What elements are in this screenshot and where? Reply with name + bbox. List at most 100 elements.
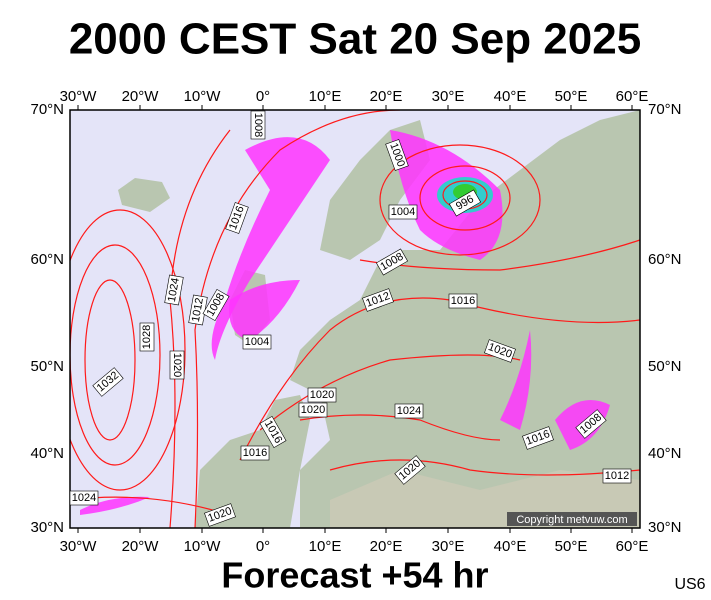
isobar-label: 1016 bbox=[522, 426, 554, 450]
isobar-label: 1020 bbox=[204, 503, 236, 527]
isobar-label: 1024 bbox=[394, 403, 424, 419]
latitude-label: 40°N bbox=[30, 445, 64, 462]
isobar-label-box bbox=[575, 409, 607, 439]
isobar-label: 1024 bbox=[164, 274, 184, 306]
precipitation bbox=[80, 496, 150, 515]
longitude-label: 60°E bbox=[616, 538, 649, 555]
isobar-label-box bbox=[385, 139, 409, 171]
isobar-label: 1020 bbox=[394, 455, 426, 485]
isobar-label-box bbox=[169, 350, 185, 380]
longitude-label: 40°E bbox=[494, 88, 527, 105]
longitude-label: 0° bbox=[256, 88, 270, 105]
isobar-label-box bbox=[602, 468, 632, 484]
isobar-label-text: 1016 bbox=[451, 295, 475, 307]
longitude-label: 10°E bbox=[309, 88, 342, 105]
isobar-label-box bbox=[250, 110, 266, 140]
isobar-label-box bbox=[69, 490, 99, 506]
isobar-label: 1012 bbox=[188, 294, 208, 326]
longitude-label: 30°E bbox=[432, 88, 465, 105]
isobar-label: 1004 bbox=[242, 334, 272, 350]
isobar-label-text: 1012 bbox=[605, 470, 629, 482]
isobar-label-text: 1024 bbox=[166, 277, 182, 303]
copyright: Copyright metvuw.com bbox=[516, 514, 627, 526]
isobar-label-text: 1004 bbox=[245, 336, 269, 348]
isobar-label: 996 bbox=[448, 189, 482, 217]
isobar-label-text: 1008 bbox=[252, 113, 264, 137]
precipitation bbox=[229, 280, 300, 340]
isobar-label: 1016 bbox=[240, 445, 270, 461]
isobar-label-text: 1016 bbox=[243, 447, 267, 459]
isobar-label: 1008 bbox=[250, 110, 266, 140]
isobar-label-text: 1004 bbox=[391, 206, 415, 218]
isobar-label: 1020 bbox=[307, 387, 337, 403]
isobar-label: 1020 bbox=[484, 339, 516, 363]
latitude-label: 50°N bbox=[30, 358, 64, 375]
map-frame bbox=[69, 109, 641, 529]
isobar-label-box bbox=[388, 204, 418, 220]
isobar-label: 1016 bbox=[225, 202, 249, 234]
isobar-label-box bbox=[242, 334, 272, 350]
isobar-label: 1000 bbox=[385, 139, 409, 171]
latitude-label: 50°N bbox=[648, 358, 682, 375]
latitude-label: 60°N bbox=[648, 251, 682, 268]
longitude-label: 20°W bbox=[122, 538, 160, 555]
isobar-label-text: 1028 bbox=[141, 325, 153, 349]
latitude-label: 30°N bbox=[30, 519, 64, 536]
latitude-label: 70°N bbox=[30, 101, 64, 118]
isobar-label-box bbox=[394, 403, 424, 419]
copyright-box bbox=[507, 512, 637, 526]
isobar-label: 1012 bbox=[602, 468, 632, 484]
longitude-label: 30°E bbox=[432, 538, 465, 555]
isobar-label: 1012 bbox=[362, 288, 394, 312]
land-iberia bbox=[195, 395, 310, 528]
land-iceland bbox=[118, 178, 170, 212]
isobar-label-box bbox=[92, 367, 124, 397]
isobar-label: 1016 bbox=[448, 293, 478, 309]
latitude-label: 30°N bbox=[648, 519, 682, 536]
isobar-label-box bbox=[375, 248, 409, 276]
longitude-label: 30°W bbox=[60, 88, 98, 105]
latitude-label: 70°N bbox=[648, 101, 682, 118]
isobar-label-box bbox=[448, 189, 482, 217]
isobar-label-text: 1020 bbox=[301, 404, 325, 416]
isobar-label-box bbox=[164, 274, 184, 306]
isobar-label-box bbox=[225, 202, 249, 234]
longitude-label: 20°W bbox=[122, 88, 160, 105]
forecast-label: Forecast +54 hr bbox=[221, 555, 488, 596]
isobar-label-box bbox=[362, 288, 394, 312]
latitude-label: 60°N bbox=[30, 251, 64, 268]
isobar-label: 1024 bbox=[69, 490, 99, 506]
isobar-label-box bbox=[484, 339, 516, 363]
longitude-label: 10°W bbox=[184, 88, 222, 105]
isobar-label: 1028 bbox=[139, 322, 155, 352]
longitude-label: 10°W bbox=[184, 538, 222, 555]
longitude-label: 0° bbox=[256, 538, 270, 555]
isobar-label-text: 1024 bbox=[397, 405, 421, 417]
isobar-label-box bbox=[522, 426, 554, 450]
precipitation bbox=[500, 330, 532, 430]
isobar-label-box bbox=[139, 322, 155, 352]
longitude-label: 60°E bbox=[616, 88, 649, 105]
isobar-label: 1020 bbox=[298, 402, 328, 418]
isobar-label-box bbox=[202, 288, 230, 322]
title: 2000 CEST Sat 20 Sep 2025 bbox=[69, 15, 641, 64]
isobar-label-box bbox=[204, 503, 236, 527]
longitude-label: 40°E bbox=[494, 538, 527, 555]
isobar-label: 1004 bbox=[388, 204, 418, 220]
model-code: US6 bbox=[674, 576, 705, 593]
isobar-label-box bbox=[448, 293, 478, 309]
isobar-label-text: 1020 bbox=[171, 353, 183, 377]
longitude-label: 10°E bbox=[309, 538, 342, 555]
longitude-label: 50°E bbox=[555, 538, 588, 555]
isobar-label: 1020 bbox=[169, 350, 185, 380]
isobar-label-box bbox=[307, 387, 337, 403]
isobar-label-text: 1012 bbox=[190, 297, 206, 323]
isobar-label-text: 1024 bbox=[72, 492, 96, 504]
longitude-label: 50°E bbox=[555, 88, 588, 105]
isobar-label-box bbox=[298, 402, 328, 418]
longitude-label: 20°E bbox=[370, 538, 403, 555]
isobar-label-box bbox=[259, 415, 287, 449]
longitude-label: 20°E bbox=[370, 88, 403, 105]
